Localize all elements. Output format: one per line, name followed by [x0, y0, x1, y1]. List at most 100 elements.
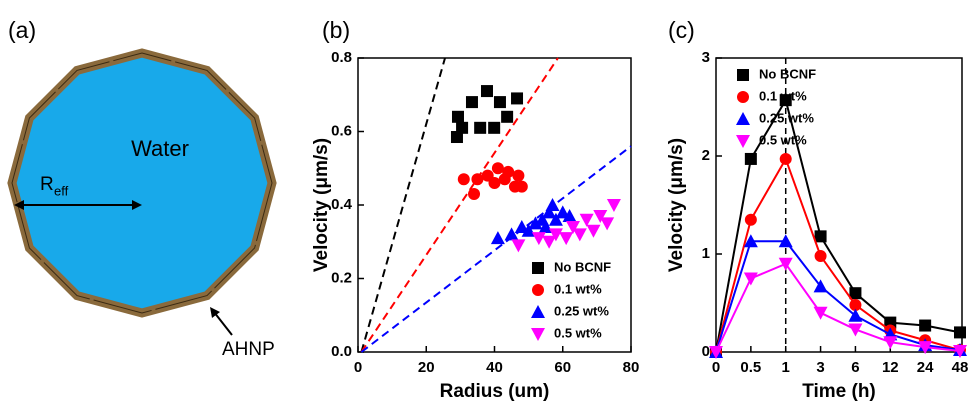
marker: [744, 213, 757, 226]
legend-label: No BCNF: [759, 66, 816, 81]
marker: [813, 279, 828, 293]
marker: [515, 180, 528, 193]
marker: [848, 308, 863, 322]
x-tick-label: 80: [623, 359, 640, 376]
marker: [579, 213, 594, 227]
legend-marker: [736, 112, 750, 125]
marker: [502, 165, 515, 178]
marker: [542, 235, 557, 249]
series-line: [715, 156, 961, 353]
x-tick-label: 20: [418, 359, 435, 376]
marker: [545, 198, 560, 211]
x-axis-title: Time (h): [802, 381, 876, 402]
marker: [743, 234, 758, 248]
plot-frame: [715, 57, 963, 353]
marker: [953, 345, 967, 359]
arrow-head: [132, 200, 142, 210]
arrow-head: [210, 307, 220, 318]
marker: [456, 121, 469, 134]
marker: [606, 199, 621, 212]
water-label: Water: [131, 136, 189, 161]
x-tick-label: 40: [486, 359, 503, 376]
marker: [743, 272, 758, 286]
arrow-head: [14, 200, 24, 210]
y-tick-label: 0.6: [331, 122, 352, 139]
marker: [883, 336, 898, 350]
x-tick-label: 1: [782, 359, 790, 376]
legend-label: 0.5 wt%: [554, 325, 602, 340]
marker: [468, 187, 481, 200]
marker: [572, 228, 587, 242]
marker: [493, 96, 506, 109]
marker: [593, 210, 608, 224]
marker: [562, 209, 577, 223]
y-tick-label: 0.0: [331, 343, 352, 360]
marker: [511, 92, 524, 105]
marker: [465, 96, 478, 109]
marker: [548, 228, 563, 242]
marker: [954, 326, 966, 339]
y-tick-label: 1: [702, 245, 710, 262]
marker: [488, 121, 501, 134]
marker: [779, 152, 792, 165]
marker: [512, 169, 525, 182]
marker: [490, 231, 505, 245]
marker: [586, 224, 601, 238]
shell-arrow: [213, 311, 233, 336]
x-tick-label: 6: [851, 359, 859, 376]
marker: [521, 223, 536, 237]
x-tick-label: 0.5: [740, 359, 761, 376]
legend-marker: [532, 284, 544, 296]
marker: [849, 298, 862, 311]
marker: [471, 173, 484, 186]
marker: [538, 220, 553, 234]
marker: [450, 131, 463, 144]
x-axis-title: Radius (um): [440, 381, 550, 402]
marker: [451, 110, 464, 123]
marker: [813, 306, 828, 320]
marker: [918, 341, 933, 355]
marker: [457, 173, 470, 186]
legend-marker: [532, 262, 544, 274]
x-tick-label: 12: [882, 359, 899, 376]
marker: [491, 162, 504, 175]
diagram: (a) Water R eff AHNP: [7, 17, 277, 360]
x-tick-label: 0: [712, 359, 720, 376]
marker: [528, 216, 543, 230]
legend-marker: [737, 69, 749, 81]
marker: [474, 121, 487, 134]
marker: [531, 232, 546, 246]
marker: [555, 205, 570, 219]
panel-label: (a): [8, 17, 36, 43]
marker: [919, 319, 932, 332]
legend-marker: [736, 135, 750, 148]
x-tick-label: 0: [354, 359, 362, 376]
x-tick-label: 3: [816, 359, 824, 376]
marker: [814, 230, 827, 243]
marker: [511, 239, 526, 253]
legend-marker: [737, 91, 749, 103]
legend-label: 0.5 wt%: [759, 132, 807, 147]
marker: [559, 232, 574, 246]
marker: [488, 176, 501, 189]
marker: [709, 346, 723, 359]
y-tick-label: 0: [702, 343, 710, 360]
marker: [504, 227, 519, 241]
y-axis-title: Velocity (μm/s): [666, 138, 687, 272]
x-tick-label: 24: [917, 359, 934, 376]
x-tick-label: 60: [554, 359, 571, 376]
panel-label: (b): [322, 17, 350, 43]
series-line: [715, 262, 961, 353]
radius-subscript: eff: [54, 183, 69, 198]
y-tick-label: 3: [702, 49, 710, 66]
marker: [548, 212, 563, 226]
fit-line: [360, 57, 559, 353]
marker: [542, 205, 557, 219]
y-tick-label: 0.8: [331, 49, 352, 66]
legend-label: 0.25 wt%: [554, 303, 609, 318]
marker: [744, 152, 757, 165]
y-tick-label: 0.2: [331, 269, 352, 286]
legend-label: 0.25 wt%: [759, 110, 814, 125]
fit-line: [360, 57, 446, 353]
